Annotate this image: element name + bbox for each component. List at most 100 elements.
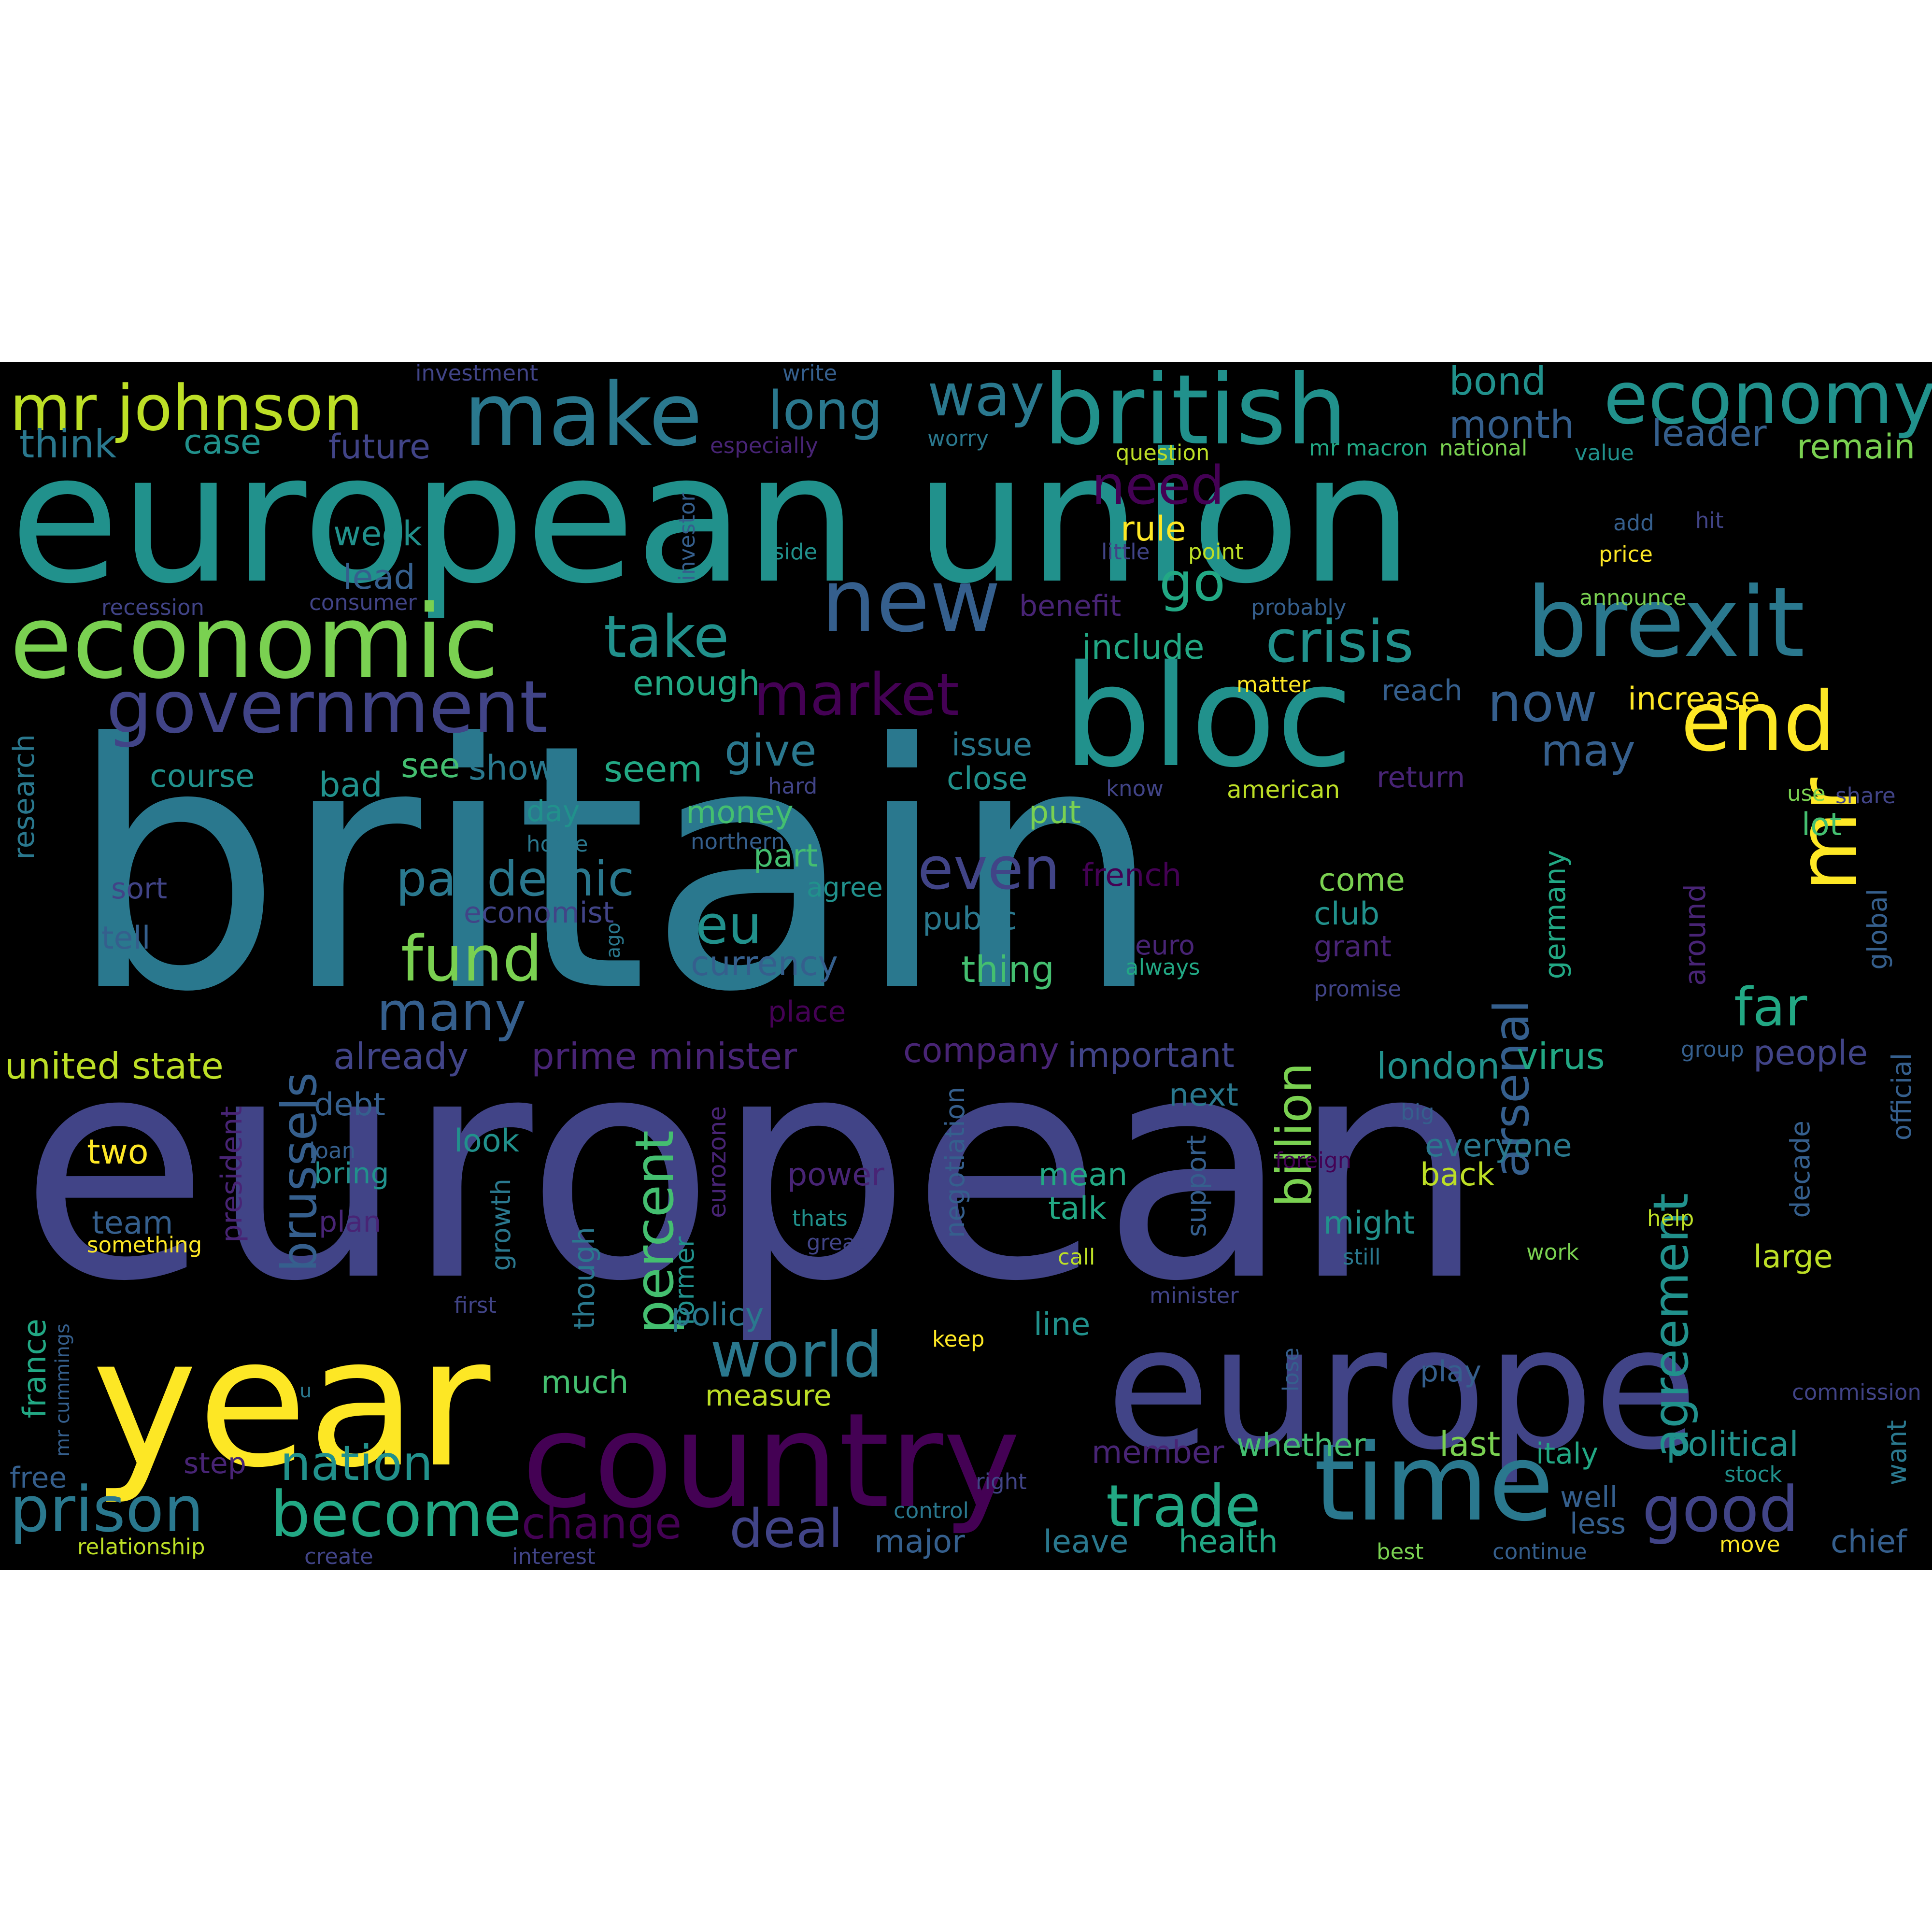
word: public [923, 901, 1017, 937]
word: nation [280, 1435, 433, 1492]
word: lot [1802, 807, 1842, 843]
word: move [1719, 1532, 1780, 1557]
word: work [1526, 1239, 1579, 1265]
word: growth [485, 1179, 516, 1271]
word: value [1575, 440, 1634, 466]
word: help [1647, 1206, 1694, 1231]
word: future [328, 427, 431, 467]
word: probably [1251, 595, 1347, 620]
word: sort [111, 872, 168, 906]
word: virus [1517, 1035, 1605, 1078]
word: hit [1695, 508, 1724, 533]
word: price [1599, 541, 1653, 567]
word: chief [1831, 1524, 1907, 1560]
word: increase [1628, 681, 1760, 717]
word: even [918, 836, 1060, 903]
word: economy [1604, 362, 1932, 440]
word: britain [68, 672, 1164, 1066]
word: remain [1797, 427, 1916, 467]
word: well [1560, 1480, 1618, 1514]
word: research [7, 734, 41, 860]
word: right [976, 1469, 1027, 1494]
word: side [773, 539, 818, 565]
word: far [1734, 976, 1807, 1038]
word: take [604, 604, 729, 671]
word: write [782, 362, 838, 386]
word: italy [1536, 1437, 1599, 1471]
word: mr johnson [10, 371, 363, 445]
word: two [87, 1132, 149, 1172]
word: time [1314, 1421, 1554, 1545]
word: europe [1106, 1290, 1698, 1487]
word: know [1106, 776, 1164, 801]
word: day [526, 795, 580, 828]
word: make [464, 365, 703, 466]
word: plan [319, 1205, 382, 1239]
word: everyone [1425, 1128, 1572, 1164]
word: consumer [309, 590, 417, 615]
word: bond [1449, 362, 1547, 404]
word: currency [691, 944, 838, 983]
word: power [787, 1157, 884, 1193]
word: minister [1150, 1283, 1239, 1308]
word: european [19, 989, 1487, 1349]
word: united state [5, 1045, 224, 1087]
word: share [1835, 783, 1896, 809]
word: especially [710, 433, 818, 458]
word: think [19, 422, 117, 467]
word: decade [1785, 1121, 1816, 1218]
word: france [17, 1319, 53, 1419]
word: enough [633, 664, 760, 703]
word: deal [729, 1498, 843, 1560]
word: may [1541, 725, 1636, 776]
word: promise [1314, 976, 1402, 1002]
word: tell [101, 920, 151, 956]
word: something [87, 1232, 202, 1258]
word: step [184, 1447, 246, 1480]
word: home [526, 831, 588, 857]
word: support [1181, 1135, 1212, 1237]
word: global [1862, 889, 1893, 970]
word: prison [10, 1473, 204, 1546]
word: continue [1492, 1539, 1587, 1564]
word: point [1188, 539, 1244, 565]
word: many [377, 981, 526, 1043]
word: leader [1652, 412, 1767, 455]
word: part [753, 838, 818, 874]
word: around [1678, 884, 1712, 986]
word: mr cummings [52, 1323, 74, 1457]
word: health [1179, 1524, 1278, 1560]
word: rule [1121, 509, 1186, 549]
word: seem [604, 748, 703, 790]
word: european union [10, 415, 1414, 623]
word: pandemic [396, 851, 635, 907]
word: grant [1314, 930, 1392, 964]
word: whether [1236, 1427, 1366, 1463]
word: see [401, 746, 460, 785]
word: investment [415, 362, 539, 386]
word: back [1420, 1157, 1495, 1193]
word: line [1034, 1307, 1091, 1343]
word: always [1125, 954, 1200, 980]
word: investor [674, 493, 700, 581]
word: foreign [1275, 1148, 1352, 1173]
word: become [270, 1477, 522, 1551]
word: french [1082, 857, 1182, 894]
word: control [894, 1498, 969, 1523]
word: best [1377, 1539, 1424, 1564]
word: debt [314, 1087, 385, 1123]
word: add [1613, 510, 1654, 536]
word: big [1401, 1099, 1435, 1125]
word: interest [512, 1544, 596, 1569]
word: money [686, 795, 794, 831]
word: first [454, 1293, 497, 1318]
word: country [522, 1385, 1021, 1537]
word: eu [696, 894, 762, 956]
word: go [1159, 551, 1226, 613]
word: bring [314, 1157, 389, 1191]
word: british [1043, 362, 1348, 467]
word: new [821, 551, 1001, 652]
word: commission [1792, 1379, 1921, 1405]
word: include [1082, 627, 1205, 667]
word: large [1753, 1239, 1833, 1275]
